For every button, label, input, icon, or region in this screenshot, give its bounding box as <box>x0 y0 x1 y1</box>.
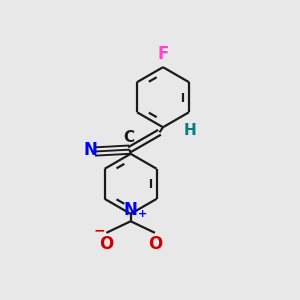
Text: +: + <box>138 209 147 219</box>
Text: C: C <box>123 130 134 145</box>
Text: O: O <box>148 235 162 253</box>
Text: N: N <box>84 141 98 159</box>
Text: −: − <box>93 224 105 238</box>
Text: F: F <box>157 45 169 63</box>
Text: H: H <box>184 123 197 138</box>
Text: N: N <box>124 201 138 219</box>
Text: O: O <box>99 235 113 253</box>
